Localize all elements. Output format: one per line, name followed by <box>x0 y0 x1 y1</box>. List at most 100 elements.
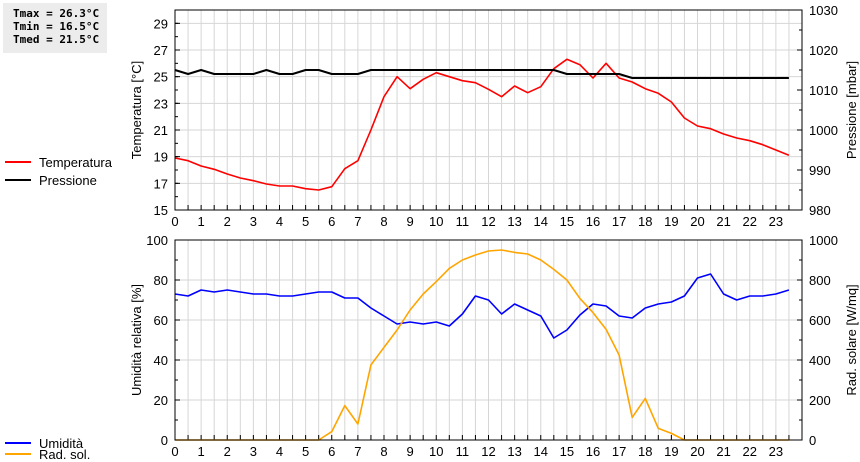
x-tick-label: 3 <box>250 444 257 459</box>
tmax-text: Tmax = 26.3°C <box>13 7 100 20</box>
x-tick-label: 16 <box>586 444 600 459</box>
y-tick-label-left: 80 <box>154 273 168 288</box>
x-tick-label: 3 <box>250 214 257 229</box>
x-tick-label: 5 <box>302 214 309 229</box>
y-tick-label-left: 100 <box>146 233 168 248</box>
y-tick-label-right: 1030 <box>809 3 838 18</box>
x-tick-label: 21 <box>716 214 730 229</box>
x-tick-label: 16 <box>586 214 600 229</box>
x-tick-label: 0 <box>171 444 178 459</box>
legend-item-rad-sol: Rad. sol. <box>5 446 90 462</box>
series-line-temperatura <box>174 58 790 191</box>
x-tick-label: 2 <box>224 214 231 229</box>
x-tick-label: 11 <box>456 214 470 229</box>
x-tick-label: 14 <box>534 444 548 459</box>
y-tick-label-left: 17 <box>154 176 168 191</box>
plot-frame <box>174 9 803 211</box>
x-tick-label: 19 <box>664 214 678 229</box>
legend-swatch-pressione <box>5 179 31 181</box>
x-tick-label: 23 <box>769 444 783 459</box>
y-tick-label-left: 25 <box>154 70 168 85</box>
legend-swatch-rad-sol <box>5 453 31 455</box>
x-tick-label: 18 <box>638 444 652 459</box>
x-tick-label: 1 <box>198 444 205 459</box>
x-tick-label: 10 <box>429 444 443 459</box>
y-tick-label-left: 20 <box>154 393 168 408</box>
x-tick-label: 23 <box>769 214 783 229</box>
y-tick-label-left: 27 <box>154 43 168 58</box>
y-tick-label-left: 29 <box>154 16 168 31</box>
x-tick-label: 12 <box>481 444 495 459</box>
x-tick-label: 10 <box>429 214 443 229</box>
x-tick-label: 17 <box>612 444 626 459</box>
x-tick-label: 6 <box>328 214 335 229</box>
x-tick-label: 12 <box>481 214 495 229</box>
y-tick-label-right: 1020 <box>809 43 838 58</box>
y-tick-label-right: 980 <box>809 203 831 218</box>
y-tick-label-left: 60 <box>154 313 168 328</box>
legend-label: Umidità <box>39 435 84 451</box>
x-tick-label: 4 <box>276 214 283 229</box>
stats-box: Tmax = 26.3°C Tmin = 16.5°C Tmed = 21.5°… <box>3 3 107 53</box>
y-tick-label-right: 600 <box>809 313 831 328</box>
x-tick-label: 19 <box>664 444 678 459</box>
x-tick-label: 13 <box>507 214 521 229</box>
y-tick-label-left: 23 <box>154 96 168 111</box>
x-tick-label: 7 <box>354 214 361 229</box>
y-tick-label-right: 990 <box>809 163 831 178</box>
x-tick-label: 20 <box>690 214 704 229</box>
legend-swatch-temperatura <box>5 161 31 163</box>
y-axis-title-left: Umidità relativa [%] <box>129 284 144 396</box>
legend-item-pressione: Pressione <box>5 172 97 188</box>
x-tick-label: 4 <box>276 444 283 459</box>
x-tick-label: 15 <box>560 214 574 229</box>
x-tick-label: 8 <box>380 214 387 229</box>
x-tick-label: 15 <box>560 444 574 459</box>
x-tick-label: 5 <box>302 444 309 459</box>
tmed-text: Tmed = 21.5°C <box>13 33 100 46</box>
x-tick-label: 9 <box>407 214 414 229</box>
y-tick-label-left: 0 <box>161 433 168 448</box>
x-tick-label: 1 <box>198 214 205 229</box>
y-tick-label-right: 1000 <box>809 123 838 138</box>
x-tick-label: 11 <box>456 444 470 459</box>
legend-label: Rad. sol. <box>39 446 91 462</box>
y-tick-label-left: 21 <box>154 123 168 138</box>
legend-label: Temperatura <box>39 154 112 170</box>
y-tick-label-left: 15 <box>154 203 168 218</box>
x-tick-label: 22 <box>743 444 757 459</box>
y-tick-label-right: 400 <box>809 353 831 368</box>
series-line-umidit- <box>174 273 790 339</box>
x-tick-label: 14 <box>534 214 548 229</box>
x-tick-label: 17 <box>612 214 626 229</box>
legend-swatch-umidita <box>5 442 31 444</box>
x-tick-label: 9 <box>407 444 414 459</box>
x-tick-label: 21 <box>716 444 730 459</box>
y-axis-title-right: Pressione [mbar] <box>844 61 859 159</box>
y-tick-label-right: 200 <box>809 393 831 408</box>
y-tick-label-right: 0 <box>809 433 816 448</box>
x-tick-label: 13 <box>507 444 521 459</box>
x-tick-label: 18 <box>638 214 652 229</box>
plot-frame <box>174 239 803 441</box>
tmin-text: Tmin = 16.5°C <box>13 20 100 33</box>
y-tick-label-right: 1000 <box>809 233 838 248</box>
x-tick-label: 20 <box>690 444 704 459</box>
y-tick-label-right: 800 <box>809 273 831 288</box>
legend-item-umidita: Umidità <box>5 435 83 451</box>
x-tick-label: 8 <box>380 444 387 459</box>
y-axis-title-left: Temperatura [°C] <box>129 61 144 159</box>
x-tick-label: 7 <box>354 444 361 459</box>
y-tick-label-left: 19 <box>154 150 168 165</box>
legend-label: Pressione <box>39 172 97 188</box>
y-axis-title-right: Rad. solare [W/mq] <box>844 284 859 395</box>
series-line-pressione <box>174 69 789 79</box>
legend-item-temperatura: Temperatura <box>5 154 112 170</box>
y-tick-label-right: 1010 <box>809 83 838 98</box>
x-tick-label: 0 <box>171 214 178 229</box>
x-tick-label: 2 <box>224 444 231 459</box>
y-tick-label-left: 40 <box>154 353 168 368</box>
x-tick-label: 6 <box>328 444 335 459</box>
x-tick-label: 22 <box>743 214 757 229</box>
